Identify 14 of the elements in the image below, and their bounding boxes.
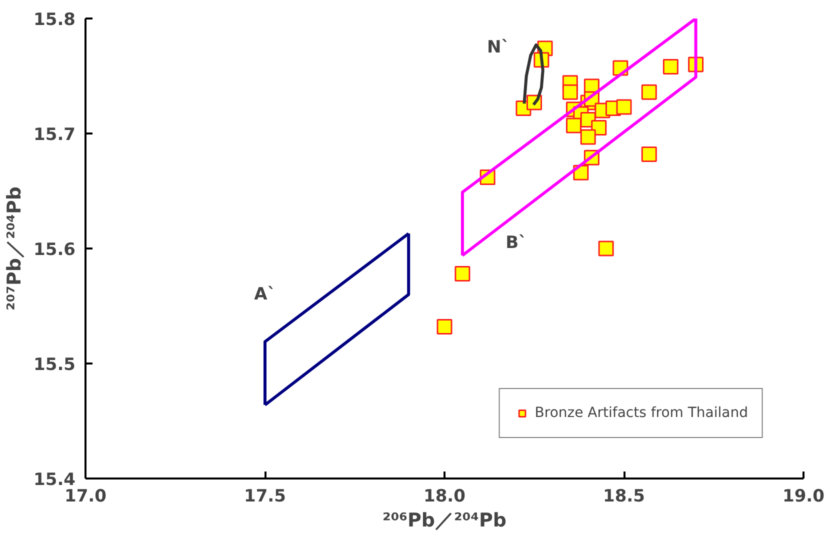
- x-tick-label: 18.5: [603, 486, 645, 506]
- x-tick-label: 19.0: [782, 486, 825, 506]
- annotation: N`: [486, 37, 510, 58]
- x-tick-label: 18.0: [424, 486, 466, 506]
- y-tick-label: 15.8: [34, 10, 76, 30]
- y-tick-label: 15.6: [34, 240, 76, 260]
- legend-label: Bronze Artifacts from Thailand: [534, 405, 748, 421]
- y-tick-label: 15.5: [34, 355, 76, 375]
- y-tick-label: 15.7: [34, 125, 76, 145]
- annotation: B`: [506, 232, 528, 253]
- x-tick-label: 17.5: [244, 486, 286, 506]
- annotation: A`: [254, 284, 276, 304]
- x-axis-title: ²⁰⁶Pb／²⁰⁴Pb: [382, 510, 506, 532]
- y-axis-title: ²⁰⁷Pb／²⁰⁴Pb: [4, 186, 26, 310]
